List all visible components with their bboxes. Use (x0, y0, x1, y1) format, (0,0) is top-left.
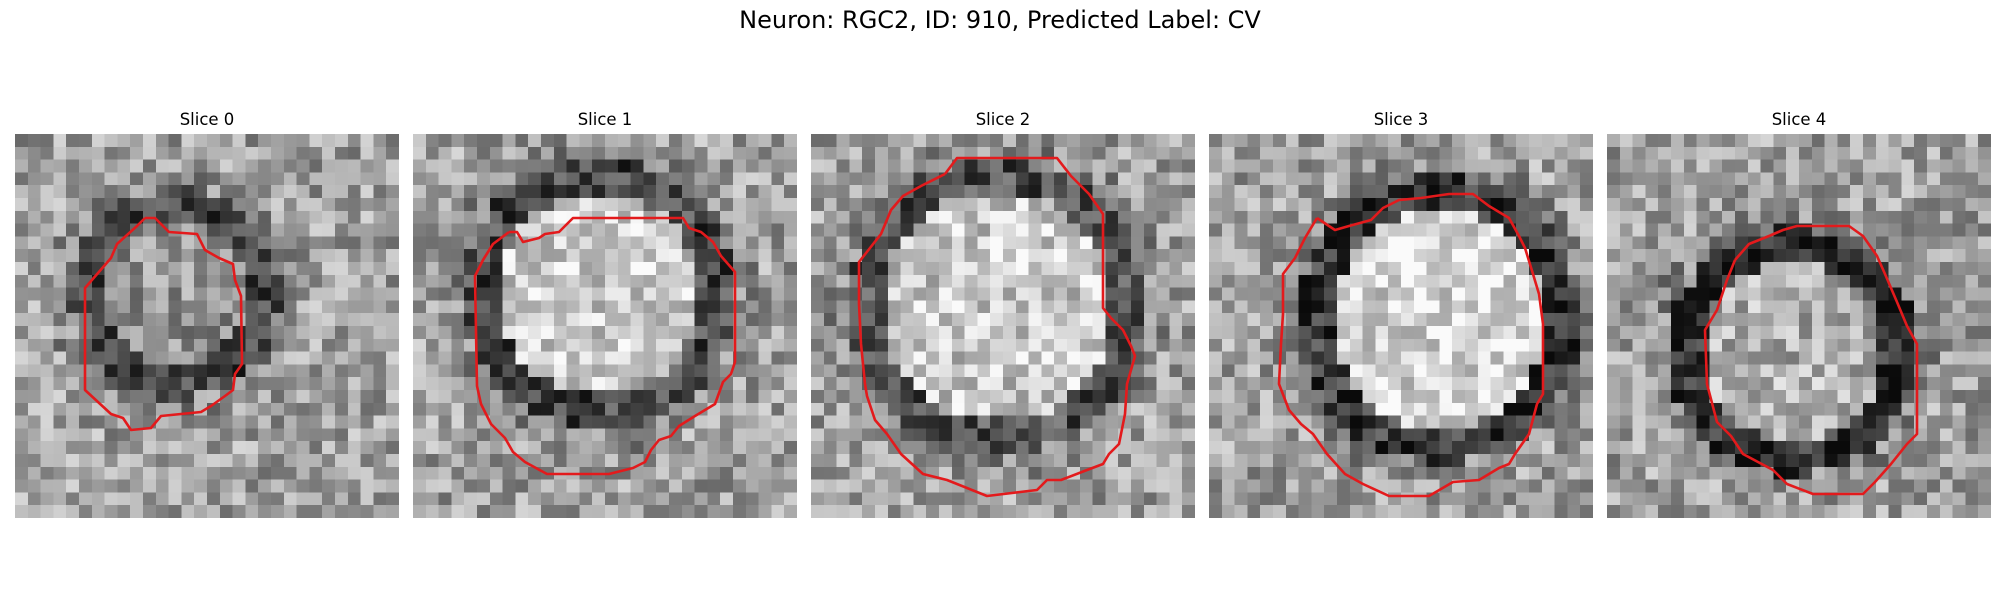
figure-title: Neuron: RGC2, ID: 910, Predicted Label: … (739, 6, 1261, 34)
slice-image (15, 134, 399, 518)
slice-title: Slice 2 (975, 110, 1031, 129)
slice-image (1607, 134, 1991, 518)
cell-contour (1277, 192, 1545, 498)
contour-overlay (1277, 192, 1545, 498)
slice-image (1209, 134, 1593, 518)
contour-overlay (1703, 224, 1919, 496)
contour-overlay (473, 216, 737, 476)
cell-contour (83, 216, 244, 432)
slice-panel-1: Slice 1 (413, 108, 797, 518)
slice-panel-4: Slice 4 (1607, 108, 1991, 518)
slice-panel-0: Slice 0 (15, 108, 399, 518)
slice-panel-2: Slice 2 (811, 108, 1195, 518)
contour-overlay (857, 156, 1137, 498)
contour-overlay (83, 216, 244, 432)
cell-contour (1703, 224, 1919, 496)
slice-title: Slice 1 (577, 110, 633, 129)
slice-title: Slice 3 (1373, 110, 1429, 129)
cell-contour (857, 156, 1137, 498)
slice-panel-3: Slice 3 (1209, 108, 1593, 518)
slice-title: Slice 4 (1771, 110, 1827, 129)
cell-contour (473, 216, 737, 476)
slice-image (811, 134, 1195, 518)
slice-title: Slice 0 (179, 110, 235, 129)
